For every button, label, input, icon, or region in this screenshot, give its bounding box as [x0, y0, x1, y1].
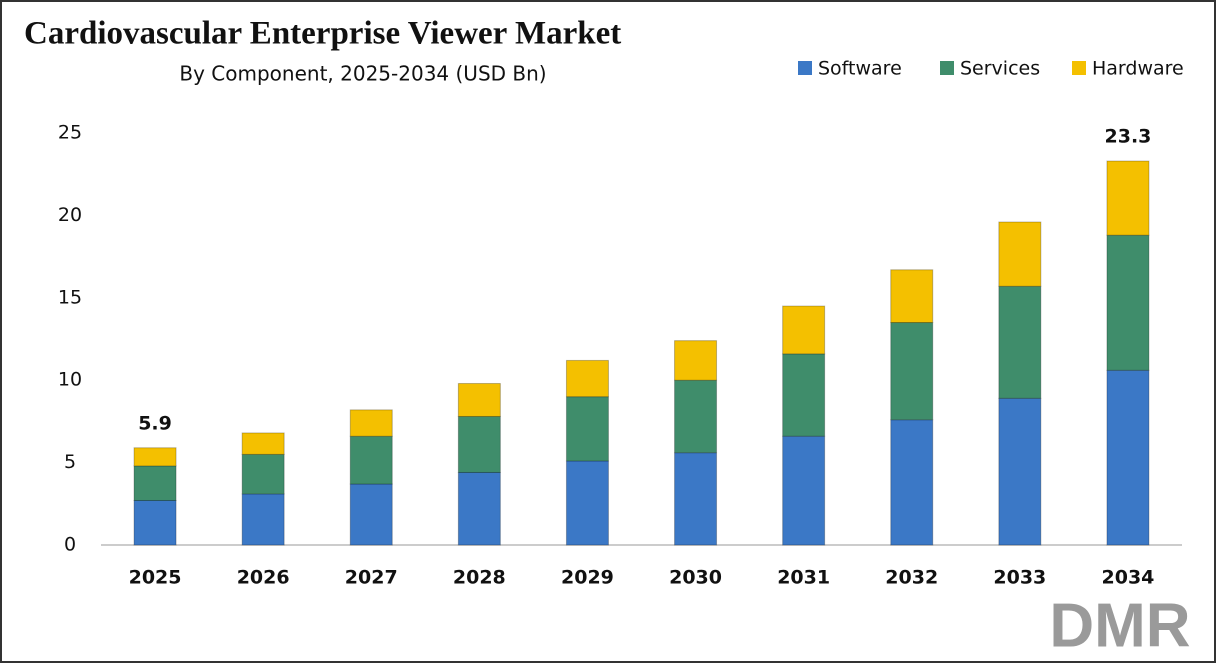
watermark: DMR	[1049, 591, 1190, 660]
bar-segment	[133, 465, 177, 502]
total-label: 23.3	[1105, 126, 1152, 148]
legend-swatch	[798, 61, 812, 75]
x-tick-label: 2027	[345, 567, 398, 589]
chart-subtitle: By Component, 2025-2034 (USD Bn)	[179, 62, 546, 86]
legend-label: Software	[818, 58, 902, 80]
x-tick-label: 2026	[237, 567, 290, 589]
total-label: 5.9	[138, 412, 172, 434]
bar-segment	[890, 419, 934, 546]
bar-segment	[133, 447, 177, 467]
y-tick-label: 5	[64, 451, 76, 473]
bar-segment	[674, 379, 718, 454]
bar-segment	[241, 493, 285, 546]
bar-segment	[782, 435, 826, 546]
x-tick-label: 2030	[669, 567, 722, 589]
bar-segment	[782, 305, 826, 355]
x-tick-label: 2029	[561, 567, 614, 589]
x-tick-label: 2034	[1102, 567, 1155, 589]
bar-segment	[133, 500, 177, 546]
y-tick-label: 25	[58, 122, 82, 144]
bar-segment	[674, 452, 718, 546]
legend-label: Services	[960, 58, 1040, 80]
x-tick-label: 2031	[777, 567, 830, 589]
x-tick-label: 2025	[129, 567, 182, 589]
y-tick-label: 0	[64, 534, 76, 556]
bar-segment	[565, 359, 609, 398]
bar-segment	[565, 460, 609, 546]
bar-segment	[457, 471, 501, 546]
bar-segment	[457, 382, 501, 417]
bar-segment	[890, 322, 934, 421]
y-tick-label: 15	[58, 286, 82, 308]
chart-title: Cardiovascular Enterprise Viewer Market	[24, 16, 621, 52]
bar-segment	[457, 415, 501, 473]
bar-segment	[349, 483, 393, 546]
y-tick-label: 20	[58, 204, 82, 226]
bar-segment	[998, 285, 1042, 399]
bar-segment	[1106, 160, 1150, 236]
bar-segment	[890, 269, 934, 324]
bar-segment	[1106, 234, 1150, 371]
bar-segment	[998, 221, 1042, 287]
bar-segment	[241, 432, 285, 455]
bar-segment	[782, 353, 826, 437]
x-tick-label: 2028	[453, 567, 506, 589]
bar-segment	[1106, 369, 1150, 546]
bar-segment	[565, 396, 609, 462]
y-tick-label: 10	[58, 369, 82, 391]
bar-segment	[241, 453, 285, 495]
bar-segment	[998, 397, 1042, 546]
legend-swatch	[940, 61, 954, 75]
legend-swatch	[1072, 61, 1086, 75]
bar-segment	[674, 340, 718, 381]
bar-segment	[349, 409, 393, 437]
bar-segment	[349, 435, 393, 485]
x-tick-label: 2032	[885, 567, 938, 589]
legend-label: Hardware	[1092, 58, 1184, 80]
x-tick-label: 2033	[993, 567, 1046, 589]
